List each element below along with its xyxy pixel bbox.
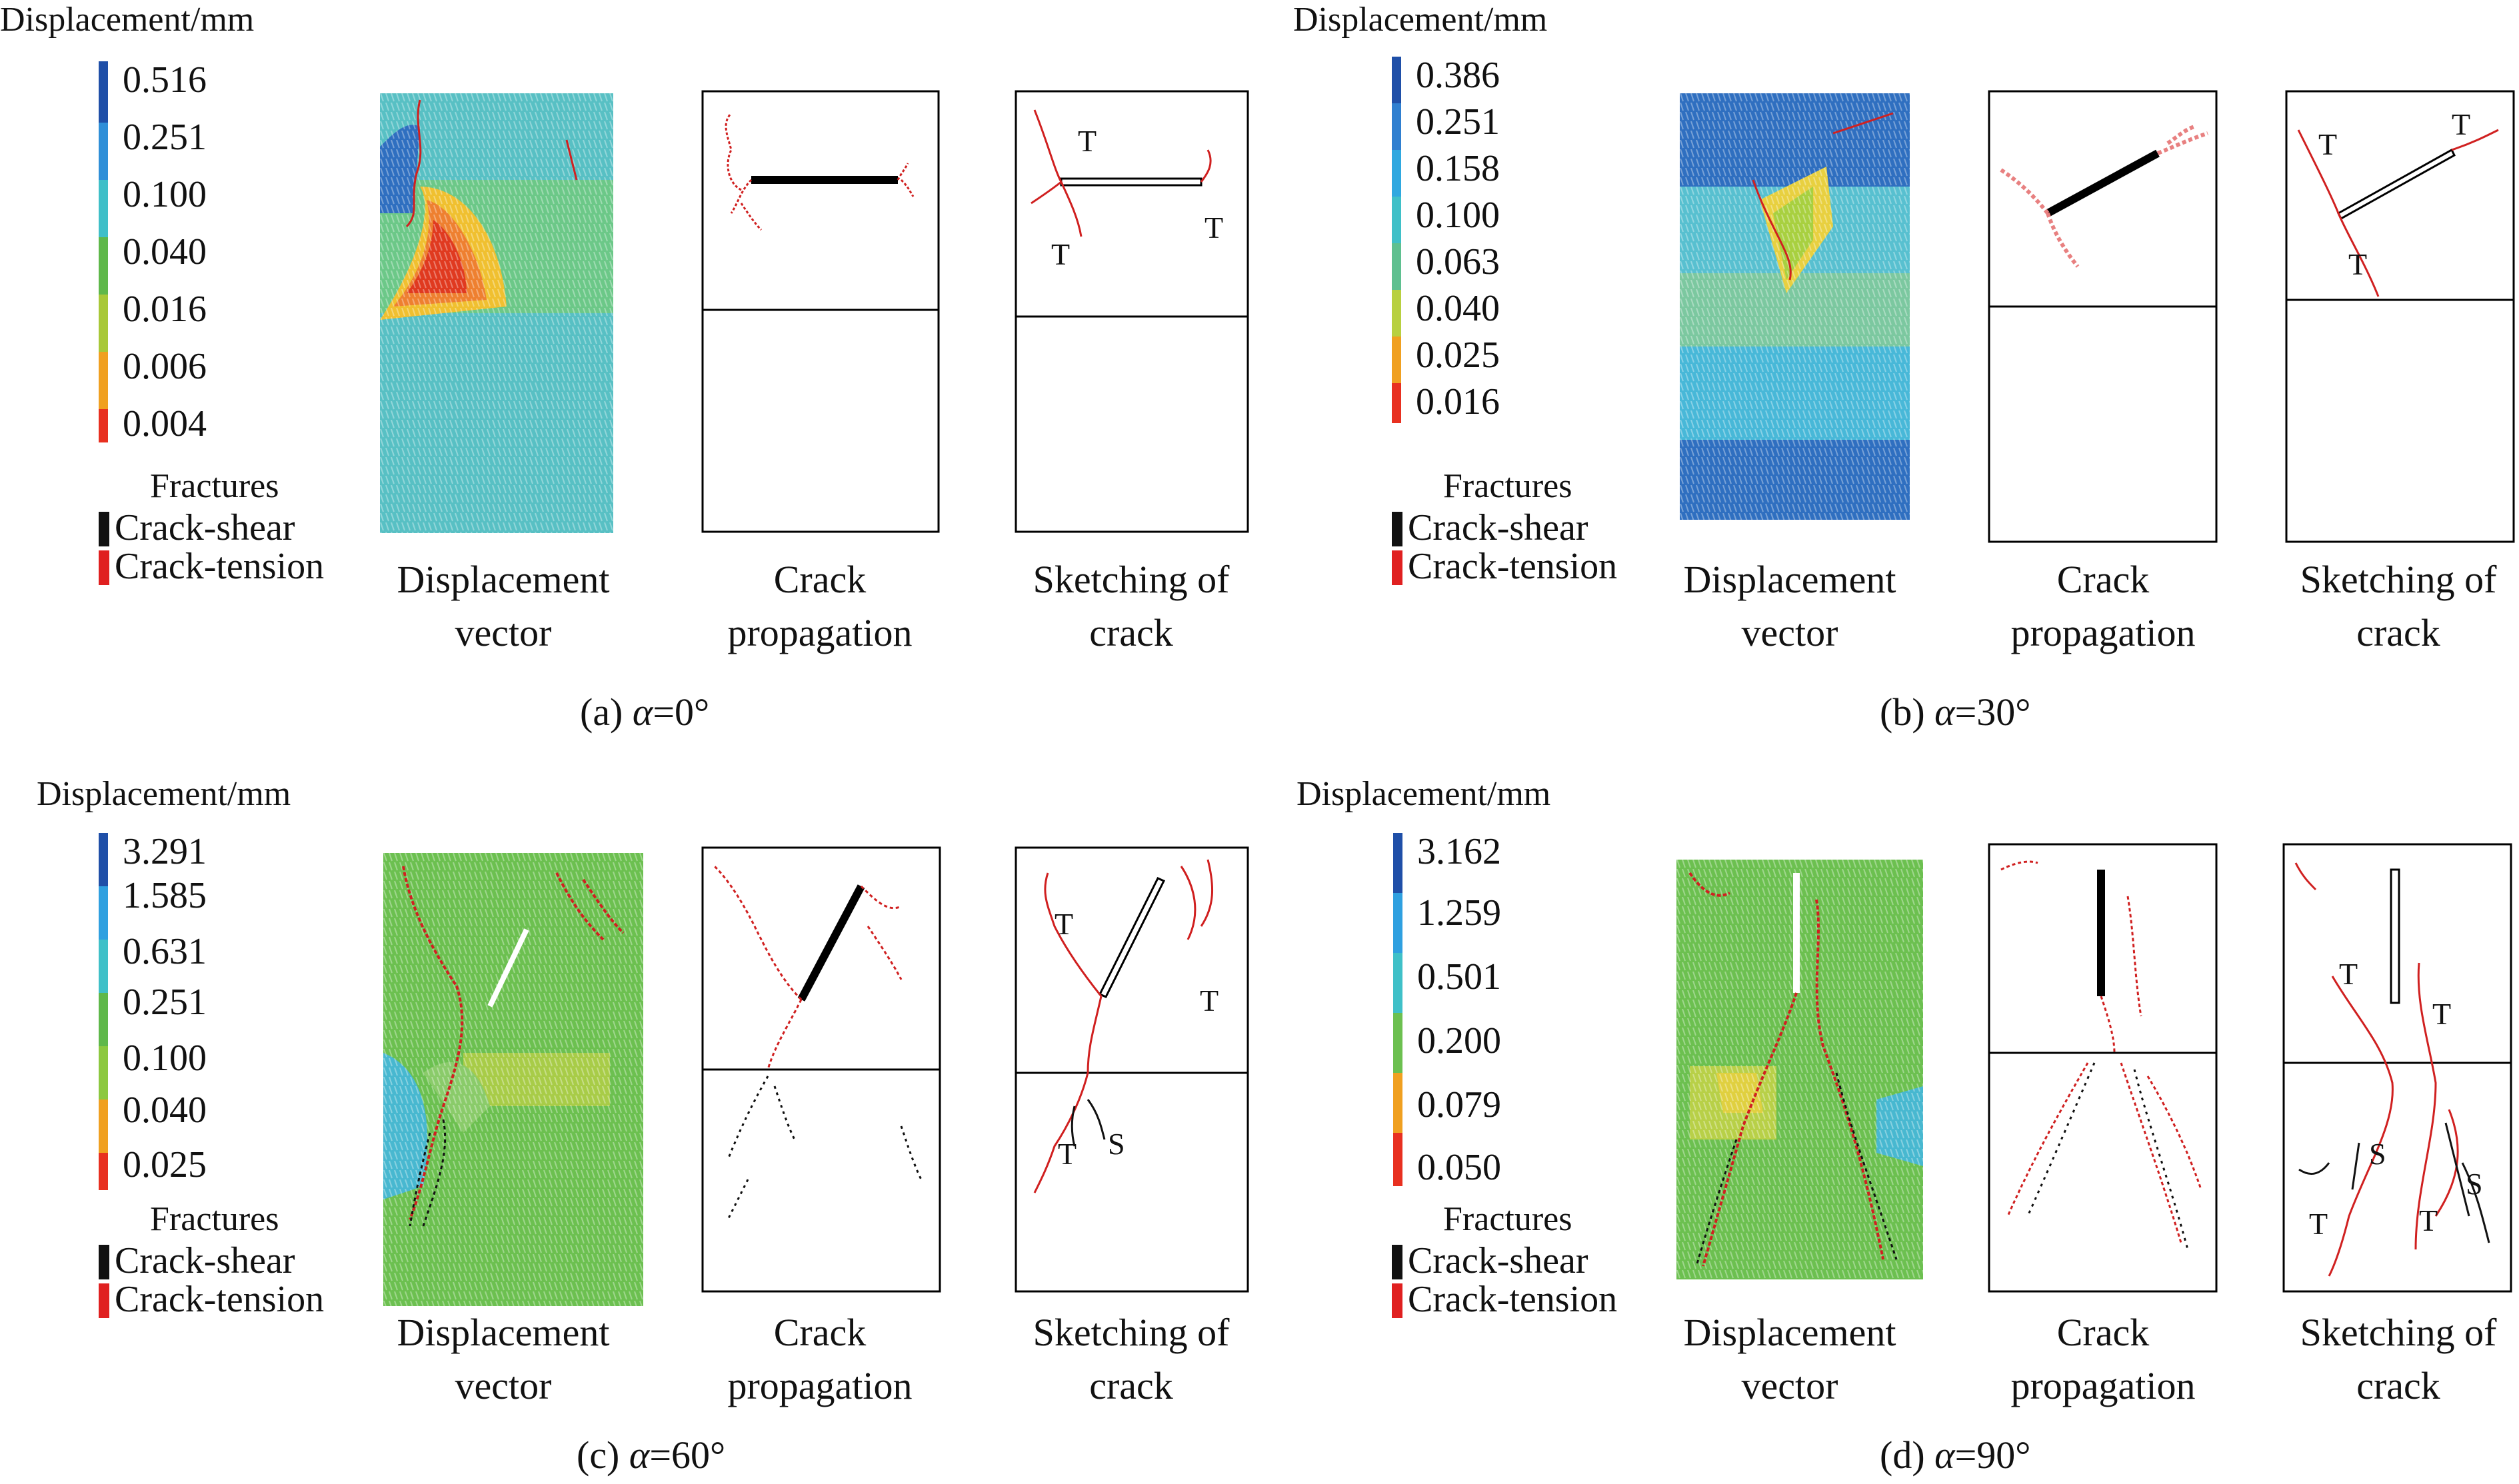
crack-propagation-figure xyxy=(701,90,940,533)
crack-sketch-figure: T T S S T T xyxy=(2282,843,2512,1293)
fractures-title: Fractures xyxy=(150,1200,279,1238)
scale-value: 0.251 xyxy=(1416,101,1500,143)
scale-value: 0.158 xyxy=(1416,148,1500,189)
sketch-label: T xyxy=(1078,124,1097,158)
column-label-sketch: Sketching of crack xyxy=(1033,558,1230,654)
crack-shear-label: Crack-shear xyxy=(115,507,295,548)
sketch-label: T xyxy=(2318,127,2338,161)
scale-value: 0.016 xyxy=(123,289,207,330)
crack-tension-swatch xyxy=(1392,550,1402,585)
subfigure-caption: (c) α=60° xyxy=(577,1433,726,1477)
crack-propagation-figure xyxy=(1988,843,2218,1293)
scale-value: 0.100 xyxy=(123,1038,207,1079)
displacement-vector-field xyxy=(1676,860,1923,1279)
sketch-label: T xyxy=(2348,247,2368,281)
sketch-label: T xyxy=(1051,237,1071,271)
scale-value: 1.585 xyxy=(123,875,207,916)
legend-title: Displacement/mm xyxy=(37,775,291,813)
fractures-title: Fractures xyxy=(150,467,279,505)
scale-value: 0.025 xyxy=(1416,335,1500,376)
column-label-sketch: Sketching of crack xyxy=(1033,1311,1230,1407)
scale-value: 0.200 xyxy=(1417,1020,1501,1062)
scale-value: 0.040 xyxy=(123,1090,207,1131)
crack-tension-label: Crack-tension xyxy=(1408,546,1618,587)
scale-value: 0.016 xyxy=(1416,381,1500,422)
column-label-propagation: Crack propagation xyxy=(727,1311,913,1407)
sketch-label: T xyxy=(2432,997,2452,1031)
legend-title: Displacement/mm xyxy=(1296,775,1551,813)
crack-propagation-figure xyxy=(1988,90,2218,543)
scale-value: 0.050 xyxy=(1417,1147,1501,1188)
crack-shear-swatch xyxy=(99,1245,109,1279)
scale-value: 0.100 xyxy=(123,174,207,215)
scale-value: 0.025 xyxy=(123,1144,207,1185)
scale-value: 0.516 xyxy=(123,59,207,101)
scale-value: 0.251 xyxy=(123,117,207,158)
scale-value: 0.386 xyxy=(1416,55,1500,96)
column-label-propagation: Crack propagation xyxy=(2010,1311,2196,1407)
fractures-title: Fractures xyxy=(1443,1200,1572,1238)
sketch-label: T xyxy=(2452,107,2471,141)
column-label-displacement: Displacement vector xyxy=(397,1311,610,1407)
subfigure-caption: (a) α=0° xyxy=(580,690,710,734)
sketch-label: T xyxy=(2419,1203,2438,1237)
scale-value: 0.501 xyxy=(1417,956,1501,998)
scale-value: 3.162 xyxy=(1417,831,1501,872)
scale-value: 0.100 xyxy=(1416,195,1500,236)
fractures-title: Fractures xyxy=(1443,467,1572,505)
crack-shear-label: Crack-shear xyxy=(1408,1240,1588,1281)
scale-value: 1.259 xyxy=(1417,892,1501,934)
sketch-label: T xyxy=(2339,957,2358,991)
crack-tension-label: Crack-tension xyxy=(115,1279,325,1320)
subfigure-caption: (d) α=90° xyxy=(1880,1433,2031,1477)
scale-value: 3.291 xyxy=(123,831,207,872)
sketch-label: T xyxy=(1205,211,1224,245)
crack-sketch-figure: T T T S xyxy=(1015,846,1249,1293)
crack-sketch-figure: T T T xyxy=(1015,90,1249,533)
scale-value: 0.040 xyxy=(123,231,207,273)
sketch-label: T xyxy=(1058,1137,1077,1171)
crack-propagation-figure xyxy=(701,846,941,1293)
scale-value: 0.063 xyxy=(1416,241,1500,283)
scale-value: 0.079 xyxy=(1417,1084,1501,1125)
crack-sketch-figure: T T T xyxy=(2285,90,2515,543)
column-label-propagation: Crack propagation xyxy=(2010,558,2196,654)
subfigure-caption: (b) α=30° xyxy=(1880,690,2031,734)
crack-shear-swatch xyxy=(1392,512,1402,546)
legend-title: Displacement/mm xyxy=(0,1,255,39)
scale-value: 0.004 xyxy=(123,403,207,444)
crack-tension-swatch xyxy=(99,550,109,585)
sketch-label: T xyxy=(2309,1207,2328,1241)
displacement-vector-field xyxy=(380,93,613,533)
displacement-vector-field xyxy=(1680,93,1910,520)
sketch-label: T xyxy=(1200,984,1219,1018)
displacement-vector-field xyxy=(383,853,643,1306)
sketch-label: T xyxy=(1055,907,1074,941)
crack-shear-swatch xyxy=(99,512,109,546)
crack-shear-label: Crack-shear xyxy=(1408,507,1588,548)
crack-shear-swatch xyxy=(1392,1245,1402,1279)
column-label-propagation: Crack propagation xyxy=(727,558,913,654)
sketch-label: S xyxy=(2369,1137,2386,1171)
column-label-displacement: Displacement vector xyxy=(1683,1311,1896,1407)
crack-tension-swatch xyxy=(1392,1283,1402,1318)
scale-value: 0.631 xyxy=(123,931,207,972)
crack-shear-label: Crack-shear xyxy=(115,1240,295,1281)
scale-value: 0.040 xyxy=(1416,288,1500,329)
sketch-label: S xyxy=(1108,1127,1125,1161)
sketch-label: S xyxy=(2466,1167,2483,1201)
column-label-displacement: Displacement vector xyxy=(397,558,610,654)
scale-value: 0.006 xyxy=(123,346,207,387)
column-label-sketch: Sketching of crack xyxy=(2300,1311,2497,1407)
column-label-sketch: Sketching of crack xyxy=(2300,558,2497,654)
column-label-displacement: Displacement vector xyxy=(1683,558,1896,654)
crack-tension-label: Crack-tension xyxy=(115,546,325,587)
crack-tension-swatch xyxy=(99,1283,109,1318)
crack-tension-label: Crack-tension xyxy=(1408,1279,1618,1320)
legend-title: Displacement/mm xyxy=(1293,1,1548,39)
scale-value: 0.251 xyxy=(123,982,207,1023)
